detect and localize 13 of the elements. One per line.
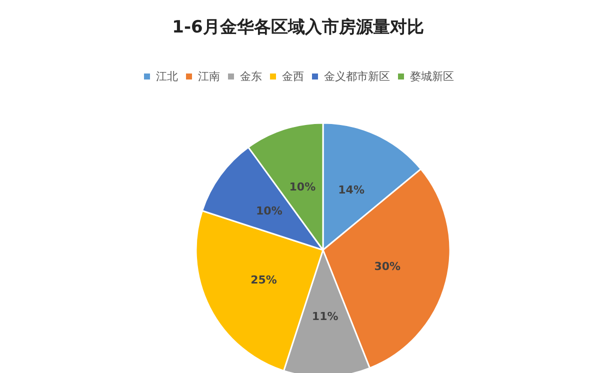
- data-label: 10%: [289, 180, 316, 194]
- legend-label: 金东: [240, 70, 262, 83]
- data-label: 25%: [250, 274, 277, 287]
- legend-label: 金西: [282, 70, 304, 83]
- data-label: 11%: [312, 310, 338, 323]
- data-label: 14%: [338, 183, 364, 196]
- data-label: 10%: [256, 204, 282, 218]
- legend-label: 金义都市新区: [324, 70, 390, 83]
- chart-title: 1-6月金华各区域入市房源量对比: [172, 18, 424, 38]
- legend-label: 江北: [156, 70, 178, 83]
- legend-label: 婺城新区: [410, 70, 454, 83]
- data-label: 30%: [374, 260, 401, 274]
- legend-label: 江南: [198, 70, 220, 83]
